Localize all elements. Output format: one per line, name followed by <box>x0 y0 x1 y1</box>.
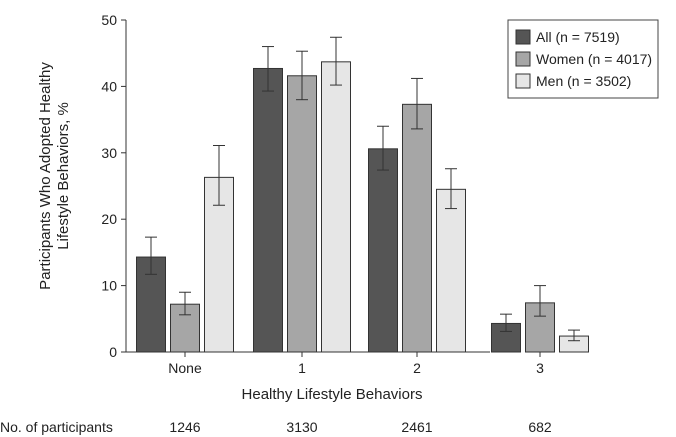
bar-2-2 <box>436 188 466 353</box>
y-tick-label-20: 20 <box>101 211 117 227</box>
legend-label-0: All (n = 7519) <box>536 29 620 45</box>
y-axis-label-line-2: Lifestyle Behaviors, % <box>55 102 72 250</box>
x-axis-label: Healthy Lifestyle Behaviors <box>242 386 423 403</box>
legend-box <box>507 19 659 99</box>
bar-1-2 <box>402 103 432 353</box>
bar-2-1 <box>321 61 351 353</box>
bars <box>136 61 589 353</box>
x-tick-label-2: 2 <box>413 360 421 376</box>
participant-count-2: 2461 <box>401 419 432 435</box>
error-bars <box>145 36 580 342</box>
legend-label-1: Women (n = 4017) <box>536 51 652 67</box>
legend-swatch-1 <box>515 51 531 67</box>
legend-swatch-2 <box>515 73 531 89</box>
y-ticks: 0 10 20 30 40 50 <box>101 12 126 360</box>
bar-1-1 <box>287 75 317 353</box>
legend: All (n = 7519) Women (n = 4017) Men (n = 3… <box>507 19 659 99</box>
participant-count-0: 1246 <box>169 419 200 435</box>
participants-label: No. of participants <box>0 419 113 435</box>
participants-row: No. of participants 1246 3130 2461 682 <box>0 419 552 435</box>
y-tick-label-0: 0 <box>109 344 117 360</box>
x-tick-label-3: 3 <box>536 360 544 376</box>
y-tick-label-30: 30 <box>101 145 117 161</box>
bar-0-2 <box>368 148 398 353</box>
participant-count-3: 682 <box>528 419 552 435</box>
legend-label-2: Men (n = 3502) <box>536 73 631 89</box>
bar-0-1 <box>253 67 283 353</box>
x-tick-label-0: None <box>168 360 202 376</box>
x-ticks: None 1 2 3 <box>168 352 544 376</box>
x-tick-label-1: 1 <box>298 360 306 376</box>
legend-swatch-0 <box>515 29 531 45</box>
y-tick-label-50: 50 <box>101 12 117 28</box>
y-tick-label-10: 10 <box>101 278 117 294</box>
participant-count-1: 3130 <box>286 419 317 435</box>
y-tick-label-40: 40 <box>101 78 117 94</box>
y-axis-label-line-1: Participants Who Adopted Healthy <box>37 62 54 290</box>
